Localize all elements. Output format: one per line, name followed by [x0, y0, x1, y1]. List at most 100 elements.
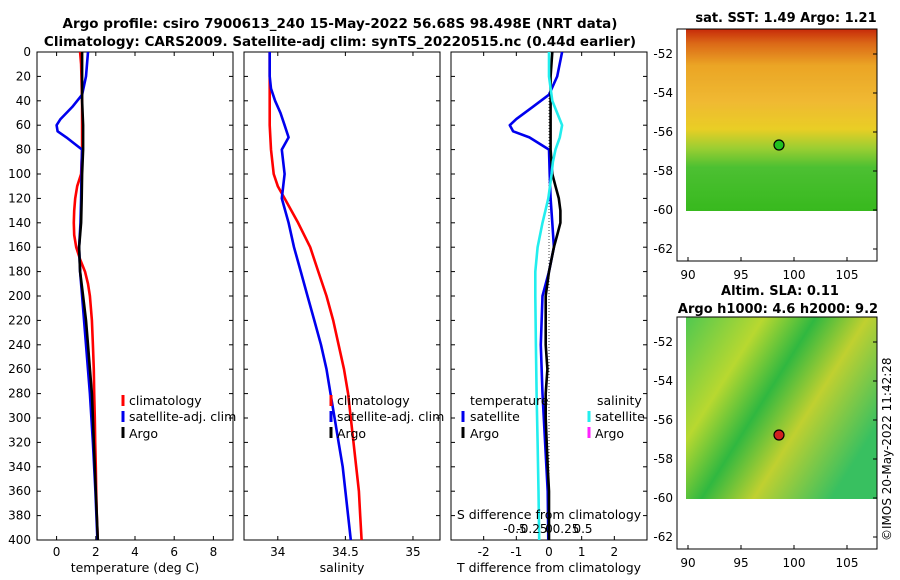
legend-argo-label: Argo [337, 426, 366, 441]
figure-title-line1: Argo profile: csiro 7900613_240 15-May-2… [63, 16, 618, 32]
y-tick-label: 20 [16, 69, 31, 83]
map-y-tick-label: -60 [653, 491, 673, 505]
x-tick-label: 8 [210, 545, 218, 559]
y-tick-label: 100 [8, 167, 31, 181]
y-tick-label: 0 [23, 45, 31, 59]
map-y-tick-label: -56 [653, 125, 673, 139]
sst-field-texture [686, 29, 877, 211]
map-y-tick-label: -58 [653, 452, 673, 466]
t-difference-xlabel: T difference from climatology [456, 560, 642, 575]
map-y-tick-label: -58 [653, 164, 673, 178]
sst-map-title: sat. SST: 1.49 Argo: 1.21 [695, 11, 876, 26]
temperature-x-ticks: 0 2 4 6 8 [53, 52, 217, 559]
temperature-panel: 0204060801001201401601802002202402602803… [8, 45, 236, 575]
salinity-x-ticks: 34 34.5 35 [270, 52, 421, 559]
temperature-axes-box [36, 51, 234, 541]
sst-map-ticks: 90 95 100 105 -52 -54 -56 -58 -60 -62 [653, 47, 877, 282]
sla-field [686, 317, 877, 499]
map-y-tick-label: -56 [653, 413, 673, 427]
line-satellite-adj-clim [268, 52, 353, 541]
sst-map: sat. SST: 1.49 Argo: 1.21 90 95 100 105 -52 -… [653, 11, 878, 282]
legend-climatology-label: climatology [129, 393, 202, 408]
map-y-tick-label: -60 [653, 203, 673, 217]
difference-legend: temperature satellite Argo salinity sate… [461, 393, 645, 441]
sla-map-title-1: Altim. SLA: 0.11 [721, 284, 839, 299]
sla-map-frame [676, 316, 878, 550]
salinity-panel: 34 34.5 35 salinity climatology satellite-… [243, 51, 444, 575]
depth-ticks: 0 20 40 60 80 100 120 140 160 180 200 220 240 260 280 3… [8, 45, 233, 547]
line-t-satellite [508, 51, 564, 541]
map-y-tick-label: -54 [653, 86, 673, 100]
line-climatology [268, 52, 363, 541]
y-tick-label: 180 [8, 265, 31, 279]
legend-satellite-label: satellite-adj. clim [337, 409, 444, 424]
salinity-legend: climatology satellite-adj. clim Argo [329, 393, 444, 441]
map-y-tick-label: -62 [653, 242, 673, 256]
line-s-satellite [533, 52, 564, 541]
difference-lines [508, 51, 564, 541]
x-tick-label: 6 [170, 545, 178, 559]
y-tick-label: 380 [8, 509, 31, 523]
sst-map-frame [676, 28, 878, 262]
y-tick-label: 40 [16, 94, 31, 108]
salinity-depth-ticks [244, 51, 440, 541]
y-tick-label: 200 [8, 289, 31, 303]
s-tick-label: 0.5 [573, 522, 592, 536]
x-tick-label: 0 [53, 545, 61, 559]
difference-panel: -2 -1 0 1 2 -0.5-0.250 0.250.5 S difference f… [450, 51, 648, 575]
temperature-lines [55, 51, 100, 541]
legend-salinity-title: salinity [597, 393, 642, 408]
y-tick-label: 160 [8, 240, 31, 254]
temperature-legend: climatology satellite-adj. clim Argo [121, 393, 236, 441]
x-tick-label: 2 [611, 545, 619, 559]
map-x-tick-label: 95 [733, 556, 748, 570]
map-x-tick-label: 90 [680, 268, 695, 282]
s-tick-label: 0 [545, 522, 553, 536]
x-tick-label: 1 [578, 545, 586, 559]
sst-field [686, 29, 877, 211]
legend-t-satellite-label: satellite [470, 409, 520, 424]
legend-satellite-label: satellite-adj. clim [129, 409, 236, 424]
y-tick-label: 240 [8, 338, 31, 352]
legend-climatology-label: climatology [337, 393, 410, 408]
map-x-tick-label: 100 [783, 556, 806, 570]
y-tick-label: 280 [8, 387, 31, 401]
sla-map: Altim. SLA: 0.11 Argo h1000: 4.6 h2000: … [653, 284, 878, 570]
map-x-tick-label: 95 [733, 268, 748, 282]
s-tick-label: -0.5 [503, 522, 526, 536]
legend-temperature-title: temperature [470, 393, 549, 408]
map-y-tick-label: -54 [653, 374, 673, 388]
x-tick-label: 4 [131, 545, 139, 559]
x-tick-label: -1 [510, 545, 522, 559]
y-tick-label: 60 [16, 118, 31, 132]
y-tick-label: 120 [8, 191, 31, 205]
y-tick-label: 220 [8, 313, 31, 327]
legend-argo-label: Argo [129, 426, 158, 441]
x-tick-label: 34 [270, 545, 285, 559]
x-tick-label: 2 [92, 545, 100, 559]
salinity-xlabel: salinity [320, 560, 365, 575]
sla-map-title-2: Argo h1000: 4.6 h2000: 9.2 [678, 302, 878, 317]
y-tick-label: 140 [8, 216, 31, 230]
x-tick-label: 35 [405, 545, 420, 559]
figure-title-line2: Climatology: CARS2009. Satellite-adj cli… [44, 34, 636, 50]
difference-depth-ticks [451, 51, 647, 541]
y-tick-label: 400 [8, 533, 31, 547]
map-x-tick-label: 90 [680, 556, 695, 570]
legend-s-argo-label: Argo [595, 426, 624, 441]
y-tick-label: 300 [8, 411, 31, 425]
legend-s-satellite-label: satellite [595, 409, 645, 424]
salinity-diff-ticks: -0.5-0.250 0.250.5 [503, 522, 592, 536]
x-tick-label: 0 [545, 545, 553, 559]
argo-position-marker [773, 139, 785, 151]
y-tick-label: 360 [8, 484, 31, 498]
temperature-xlabel: temperature (deg C) [71, 560, 200, 575]
map-x-tick-label: 105 [836, 556, 859, 570]
imos-watermark: ©IMOS 20-May-2022 11:42:28 [880, 357, 894, 541]
legend-t-argo-label: Argo [470, 426, 499, 441]
map-y-tick-label: -52 [653, 47, 673, 61]
y-tick-label: 260 [8, 362, 31, 376]
argo-position-marker [773, 429, 785, 441]
map-x-tick-label: 105 [836, 268, 859, 282]
